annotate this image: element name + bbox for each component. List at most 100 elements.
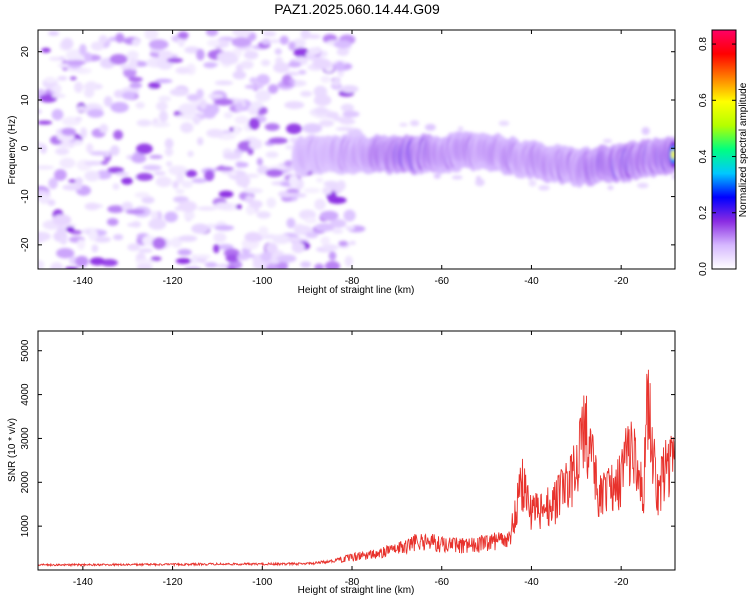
heatmap-cell bbox=[75, 255, 89, 268]
heatmap-cell bbox=[326, 111, 339, 119]
heatmap-cell bbox=[286, 217, 296, 229]
heatmap-cell bbox=[338, 240, 349, 247]
heatmap-cell bbox=[232, 30, 252, 37]
y-tick-label: 0 bbox=[20, 145, 31, 151]
heatmap-cell bbox=[265, 242, 278, 254]
colorbar-label: Normalized spectral amplitude bbox=[738, 82, 749, 217]
heatmap-cell bbox=[150, 256, 162, 262]
heatmap-cell bbox=[184, 46, 200, 54]
heatmap-cell bbox=[336, 47, 350, 57]
heatmap-cell bbox=[79, 44, 87, 56]
heatmap-cell bbox=[93, 236, 111, 243]
heatmap-cell bbox=[106, 218, 119, 226]
heatmap-cell bbox=[284, 160, 294, 167]
heatmap-cell bbox=[169, 88, 189, 97]
spectrogram-x-axis-label: Height of straight line (km) bbox=[298, 285, 415, 296]
heatmap-cell bbox=[120, 64, 132, 70]
heatmap-cell bbox=[305, 231, 319, 239]
heatmap-cell bbox=[264, 123, 280, 131]
heatmap-cell bbox=[235, 175, 251, 188]
heatmap-cell bbox=[195, 254, 211, 259]
heatmap-cell bbox=[399, 123, 408, 127]
heatmap-cell bbox=[336, 180, 346, 191]
heatmap-cell bbox=[178, 103, 197, 115]
heatmap-cell bbox=[235, 102, 244, 113]
heatmap-cell bbox=[99, 123, 109, 134]
heatmap-cell bbox=[66, 60, 86, 66]
heatmap-cell bbox=[266, 197, 277, 209]
heatmap-cell bbox=[244, 232, 262, 242]
heatmap-cell bbox=[75, 116, 83, 122]
y-tick-label: -10 bbox=[20, 189, 31, 204]
heatmap-cell bbox=[197, 206, 217, 211]
heatmap-cell bbox=[103, 96, 113, 107]
snr-axes: -140 -120 -100 -80 -60 -40 -20 1000 2000 3000 4000… bbox=[20, 331, 675, 588]
colorbar-tick-label: 0.0 bbox=[698, 262, 709, 276]
heatmap-cell bbox=[319, 119, 335, 127]
heatmap-cell bbox=[206, 128, 224, 138]
heatmap-cell bbox=[256, 157, 263, 166]
heatmap-cell bbox=[47, 199, 56, 206]
heatmap-cell bbox=[178, 200, 197, 213]
spectrogram-y-axis-label: Frequency (Hz) bbox=[7, 116, 18, 185]
heatmap-cell bbox=[126, 222, 142, 227]
heatmap-cell bbox=[335, 61, 345, 72]
heatmap-cell bbox=[234, 115, 249, 125]
heatmap-cell bbox=[602, 138, 613, 144]
heatmap-cell bbox=[110, 101, 129, 113]
snr-plot-area bbox=[38, 369, 675, 568]
heatmap-cell bbox=[199, 100, 207, 110]
heatmap-cell bbox=[128, 76, 143, 83]
heatmap-cell bbox=[260, 59, 271, 67]
heatmap-cell bbox=[166, 57, 183, 63]
heatmap-cell bbox=[243, 187, 263, 194]
heatmap-cell bbox=[148, 39, 169, 50]
heatmap-cell bbox=[538, 185, 550, 191]
heatmap-cell bbox=[185, 169, 198, 178]
x-tick-label: -100 bbox=[252, 276, 272, 287]
heatmap-cell bbox=[131, 38, 141, 47]
heatmap-cell bbox=[38, 231, 46, 243]
heatmap-cell bbox=[671, 149, 675, 160]
heatmap-cell bbox=[249, 77, 258, 84]
heatmap-cell bbox=[115, 33, 125, 43]
heatmap-cell bbox=[197, 137, 204, 146]
heatmap-cell bbox=[457, 126, 464, 132]
heatmap-cell bbox=[671, 174, 675, 180]
heatmap-cell bbox=[256, 74, 270, 86]
heatmap-cell bbox=[54, 169, 67, 181]
heatmap-cell bbox=[135, 102, 145, 109]
heatmap-cell bbox=[314, 198, 326, 211]
heatmap-cell bbox=[291, 241, 305, 254]
heatmap-cell bbox=[191, 223, 210, 234]
heatmap-cell bbox=[168, 165, 188, 176]
heatmap-cell bbox=[207, 93, 224, 99]
heatmap-cell bbox=[53, 83, 62, 95]
heatmap-cell bbox=[300, 261, 312, 268]
heatmap-cell bbox=[223, 112, 233, 119]
x-tick-label: -120 bbox=[163, 276, 183, 287]
heatmap-cell bbox=[152, 237, 167, 250]
heatmap-cell bbox=[127, 243, 141, 251]
heatmap-cell bbox=[236, 255, 249, 261]
y-tick-label: 4000 bbox=[20, 383, 31, 406]
heatmap-cell bbox=[158, 95, 172, 102]
y-tick-label: 20 bbox=[20, 46, 31, 58]
heatmap-cell bbox=[138, 248, 153, 253]
heatmap-cell bbox=[261, 38, 272, 46]
heatmap-cell bbox=[286, 123, 302, 135]
heatmap-cell bbox=[330, 219, 347, 228]
heatmap-cell bbox=[204, 169, 215, 182]
heatmap-cell bbox=[184, 266, 202, 269]
heatmap-cell bbox=[83, 52, 93, 63]
heatmap-cell bbox=[249, 200, 263, 209]
heatmap-cell bbox=[343, 209, 356, 222]
heatmap-cell bbox=[41, 47, 51, 53]
heatmap-cell bbox=[135, 172, 154, 181]
heatmap-cell bbox=[191, 178, 207, 184]
heatmap-cell bbox=[231, 37, 252, 48]
snr-panel: -140 -120 -100 -80 -60 -40 -20 1000 2000 3000 4000… bbox=[7, 330, 676, 596]
heatmap-cell bbox=[196, 88, 204, 99]
heatmap-cell bbox=[113, 129, 124, 140]
heatmap-cell bbox=[148, 218, 167, 230]
